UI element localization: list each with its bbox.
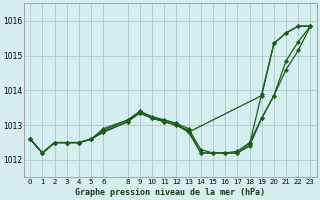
X-axis label: Graphe pression niveau de la mer (hPa): Graphe pression niveau de la mer (hPa) <box>75 188 265 197</box>
